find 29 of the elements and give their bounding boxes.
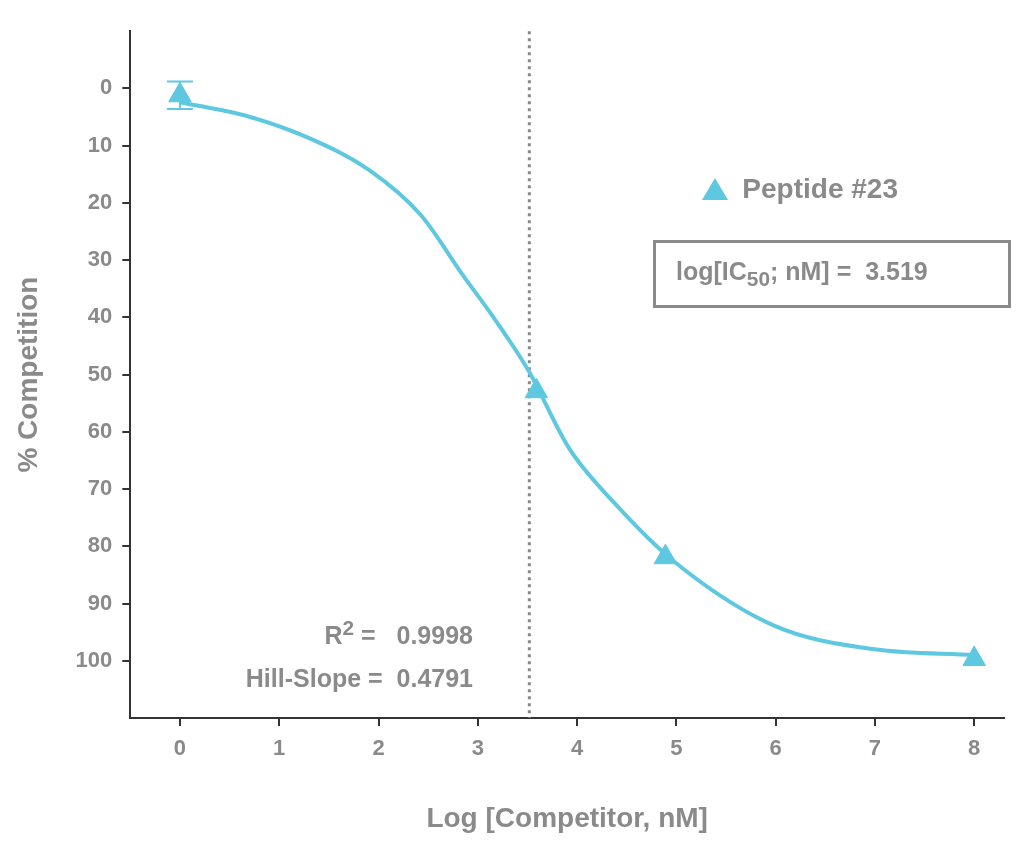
annotation: R$^{2}$ = 0.9998 — [323, 616, 473, 651]
y-tick-label: 30 — [87, 246, 113, 272]
x-tick-label: 3 — [471, 735, 484, 761]
y-tick-label: 0 — [100, 74, 113, 100]
y-tick-label: 10 — [87, 131, 113, 157]
y-axis-title: % Competition — [11, 276, 43, 473]
y-tick-label: 50 — [87, 360, 113, 386]
annotation: Hill-Slope = 0.4791 — [244, 664, 473, 693]
y-tick-label: 90 — [87, 589, 113, 615]
x-tick-label: 6 — [769, 735, 782, 761]
point — [524, 377, 549, 399]
y-tick-label: 20 — [87, 188, 113, 214]
y-tick-label: 40 — [87, 303, 113, 329]
x-tick-label: 2 — [372, 735, 385, 761]
y-tick-label: 70 — [87, 475, 113, 501]
y-tick-label: 60 — [87, 417, 113, 443]
x-tick-label: 0 — [173, 735, 187, 761]
y-tick-label: 100 — [75, 646, 113, 672]
x-axis-title: Log [Competitor, nM] — [426, 801, 708, 833]
x-tick-label: 1 — [273, 735, 286, 761]
point — [653, 543, 678, 565]
x-tick-label: 7 — [868, 735, 882, 761]
legend-label: Peptide #23 — [742, 173, 898, 205]
point — [962, 645, 986, 667]
y-tick-label: 80 — [87, 532, 113, 558]
annotation: log[IC$_{50}$; nM] = 3.519 — [653, 240, 1011, 308]
x-tick-label: 4 — [570, 735, 584, 761]
x-tick-label: 8 — [968, 735, 981, 761]
x-tick-label: 5 — [670, 735, 683, 761]
